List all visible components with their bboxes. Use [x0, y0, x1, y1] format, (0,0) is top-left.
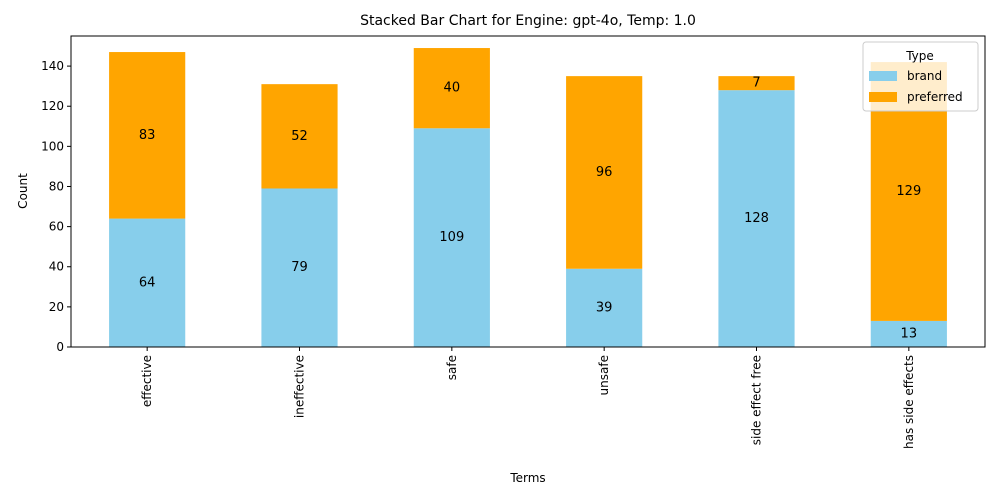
bar-label-preferred-3: 96	[596, 165, 613, 180]
bar-label-brand-4: 128	[744, 211, 769, 226]
bars-layer	[109, 48, 947, 347]
y-tick-label: 140	[41, 59, 64, 73]
y-tick-label: 0	[56, 340, 64, 354]
bar-label-brand-1: 79	[291, 260, 308, 275]
legend-swatch-brand	[869, 71, 897, 81]
legend-label-brand: brand	[907, 69, 942, 83]
bar-label-brand-3: 39	[596, 300, 613, 315]
legend-label-preferred: preferred	[907, 90, 963, 104]
x-tick-label: unsafe	[597, 355, 611, 395]
y-tick-label: 20	[49, 300, 64, 314]
y-tick-label: 120	[41, 99, 64, 113]
bar-label-brand-2: 109	[439, 230, 464, 245]
bar-label-preferred-2: 40	[444, 81, 461, 96]
bar-preferred-1	[261, 84, 338, 189]
x-axis-label: Terms	[509, 471, 545, 485]
x-tick-label: has side effects	[902, 355, 916, 449]
bar-label-brand-0: 64	[139, 275, 156, 290]
bar-brand-2	[413, 128, 490, 347]
bar-label-preferred-5: 129	[896, 184, 921, 199]
chart-title: Stacked Bar Chart for Engine: gpt-4o, Te…	[360, 13, 696, 29]
axes-layer: 0 20 40 60 80 100 120 140 effective ineffective sa…	[41, 35, 986, 449]
bar-label-preferred-4: 7	[752, 76, 760, 91]
legend-title: Type	[905, 49, 934, 63]
bar-brand-5	[870, 320, 947, 347]
x-tick-label: effective	[140, 355, 154, 407]
bar-labels-layer: 64 83 79 52 109 40 39 96 128 7 13 129	[139, 76, 921, 342]
bar-brand-0	[109, 218, 186, 347]
y-axis-label: Count	[16, 173, 30, 209]
bar-brand-1	[261, 188, 338, 347]
x-tick-label: safe	[445, 355, 459, 380]
plot-frame	[70, 35, 986, 348]
y-tick-label: 60	[49, 220, 64, 234]
bar-brand-4	[718, 90, 795, 347]
legend-swatch-preferred	[869, 92, 897, 102]
bar-preferred-3	[566, 76, 643, 269]
bar-label-brand-5: 13	[901, 326, 918, 341]
bar-preferred-4	[718, 76, 795, 91]
bar-preferred-0	[109, 52, 186, 219]
x-tick-label: ineffective	[293, 355, 307, 418]
y-tick-label: 80	[49, 179, 64, 193]
legend-items: brand preferred	[869, 69, 963, 104]
y-tick-label: 40	[49, 260, 64, 274]
bar-preferred-2	[413, 48, 490, 129]
y-tick-label: 100	[41, 139, 64, 153]
legend: Type brand preferred	[862, 41, 979, 112]
bar-label-preferred-1: 52	[291, 129, 308, 144]
bar-brand-3	[566, 268, 643, 347]
x-tick-label: side effect free	[750, 355, 764, 445]
bar-label-preferred-0: 83	[139, 128, 156, 143]
